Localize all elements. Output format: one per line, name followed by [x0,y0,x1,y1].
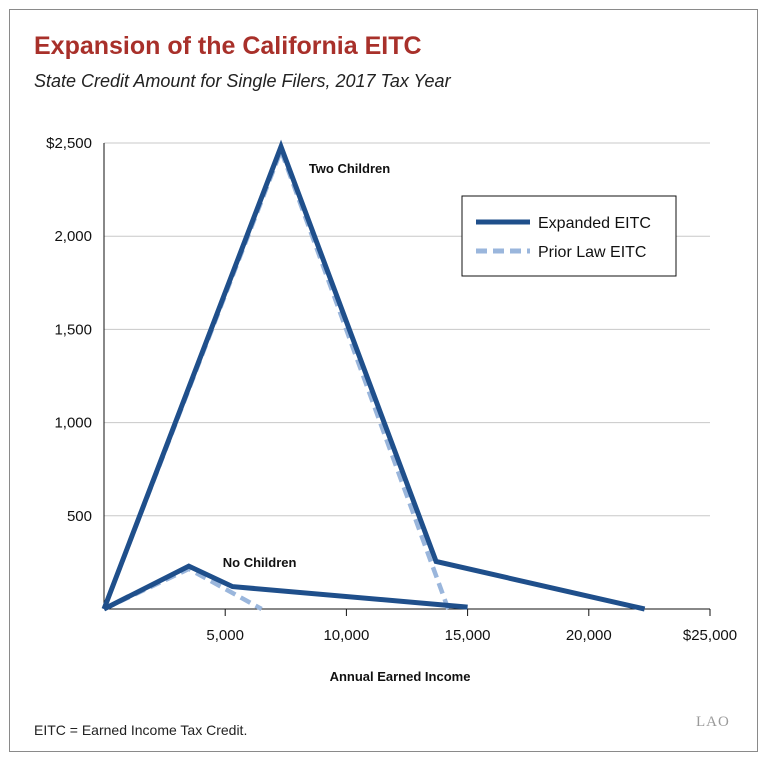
footnote: EITC = Earned Income Tax Credit. [34,722,248,738]
annotation-no-children: No Children [223,555,297,570]
chart-title: Expansion of the California EITC [34,32,422,60]
x-tick-label: 5,000 [206,627,244,644]
legend: Expanded EITC Prior Law EITC [461,195,677,277]
x-tick-label: 15,000 [445,627,491,644]
annotations: Two Children No Children [223,161,390,570]
x-tick-label: 10,000 [323,627,369,644]
series-line-expanded-eitc-two-children [101,139,646,612]
y-tick-label: 500 [67,508,92,525]
y-tick-label: 1,500 [54,321,92,338]
series-line-prior-law-eitc-two-children [101,144,451,610]
x-tick-label: 20,000 [566,627,612,644]
annotation-two-children: Two Children [309,161,390,176]
series-line-expanded-eitc-no-children [102,563,468,612]
y-tick-label: $2,500 [46,135,92,152]
legend-label-prior: Prior Law EITC [538,244,646,261]
axes: 500 1,000 1,500 2,000 $2,500 5,000 10,000 15,00… [46,135,737,644]
legend-box [461,195,677,277]
x-tick-label: $25,000 [683,627,737,644]
y-tick-label: 1,000 [54,415,92,432]
series-lines [101,139,646,612]
lao-logo: LAO [696,714,730,730]
legend-label-expanded: Expanded EITC [538,215,651,232]
chart-frame [9,9,758,752]
x-axis-label: Annual Earned Income [330,669,471,684]
chart-subtitle: State Credit Amount for Single Filers, 2… [34,71,451,91]
y-tick-label: 2,000 [54,228,92,245]
